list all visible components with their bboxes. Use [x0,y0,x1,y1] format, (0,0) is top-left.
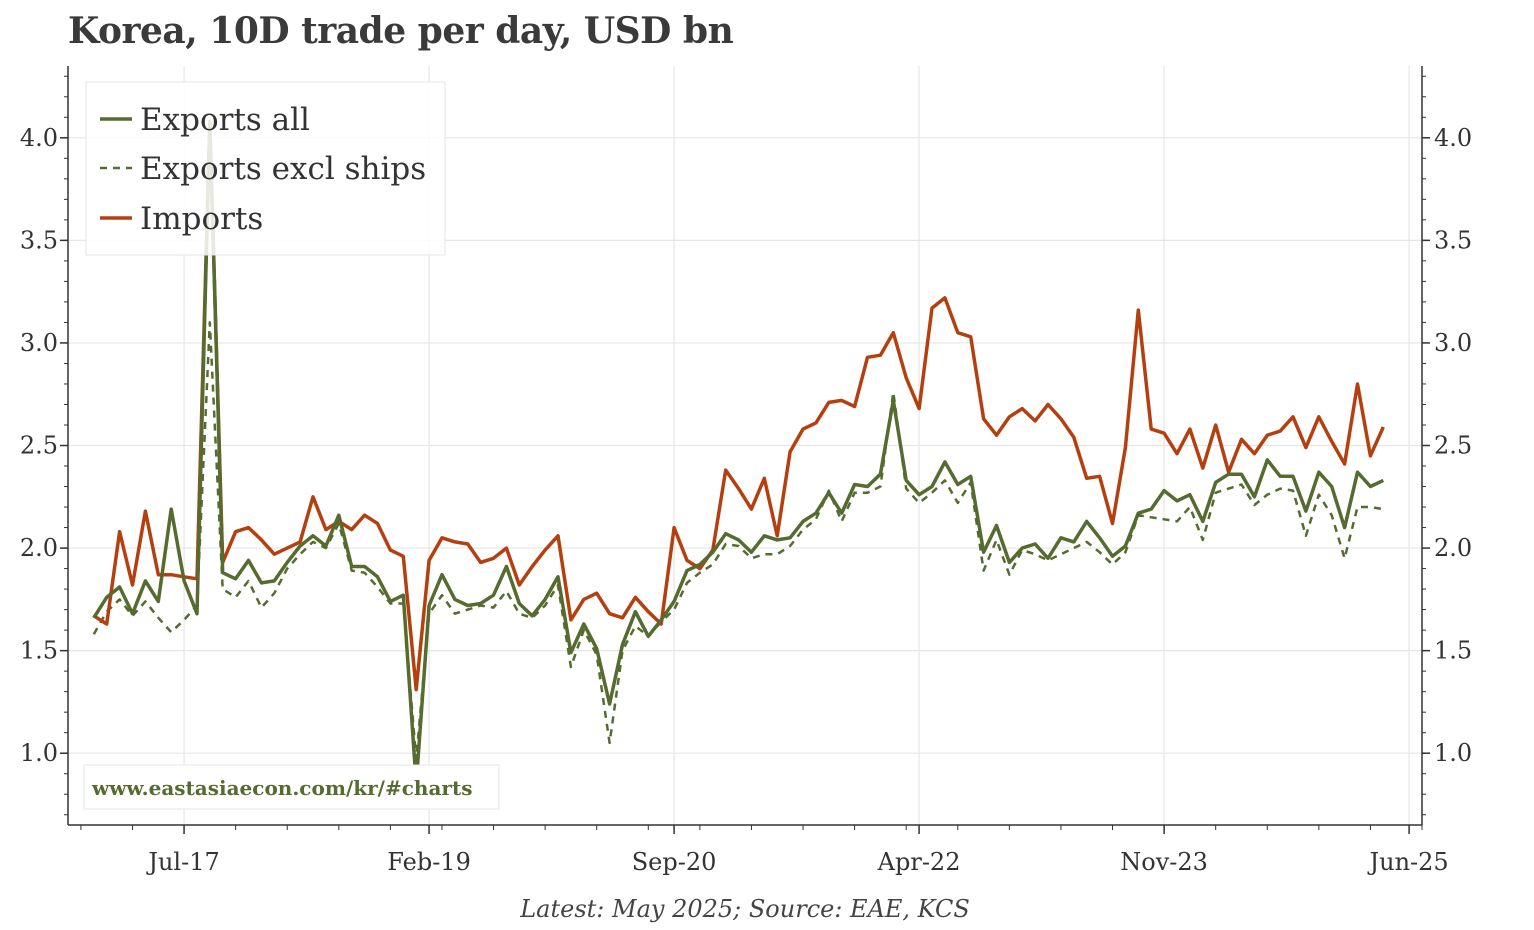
watermark-url: www.eastasiaecon.com/kr/#charts [91,776,472,800]
y-tick-label-right: 2.0 [1434,534,1472,562]
series-line-exports-all [92,119,1385,786]
x-tick-label: Feb-19 [387,848,471,876]
series-line-exports-excl-ships [92,321,1384,761]
y-tick-label-right: 3.5 [1434,226,1472,254]
x-tick-label: Apr-22 [877,848,961,876]
y-tick-label-left: 1.5 [20,637,58,665]
source-note: Latest: May 2025; Source: EAE, KCS [520,895,970,923]
legend-entry-exports-excl-ships: Exports excl ships [100,151,426,187]
chart-title: Korea, 10D trade per day, USD bn [68,10,734,52]
legend-box [85,81,446,256]
y-tick-label-right: 4.0 [1434,124,1472,152]
y-tick-label-right: 3.0 [1434,329,1472,357]
x-tick-label: Jun-25 [1367,848,1449,876]
y-tick-label-left: 3.0 [20,329,58,357]
y-tick-label-left: 2.5 [20,432,58,460]
y-tick-label-left: 4.0 [20,124,58,152]
x-tick-label: Nov-23 [1120,848,1208,876]
legend-label-exports-all: Exports all [140,102,310,138]
series-line-imports [92,121,1385,692]
legend: Exports all Exports excl ships Imports [85,81,446,256]
watermark: www.eastasiaecon.com/kr/#charts [83,764,500,810]
legend-entry-exports-all: Exports all [100,102,310,138]
x-tick-label: Sep-20 [632,848,717,876]
series [92,119,1385,786]
y-tick-label-left: 2.0 [20,534,58,562]
y-tick-label-right: 2.5 [1434,432,1472,460]
legend-label-exports-excl-ships: Exports excl ships [140,151,426,187]
y-tick-label-left: 3.5 [20,226,58,254]
watermark-box [83,764,500,810]
y-tick-label-right: 1.5 [1434,637,1472,665]
x-tick-label: Jul-17 [145,848,219,876]
axes: 1.0 1.0 1.5 1.5 2.0 2.0 2.5 2.5 3.0 3.0 3.5 3.5 4.0 4… [20,66,1472,876]
y-tick-label-left: 1.0 [20,739,58,767]
y-tick-label-right: 1.0 [1434,739,1472,767]
legend-label-imports: Imports [140,201,263,237]
legend-entry-imports: Imports [100,201,263,237]
